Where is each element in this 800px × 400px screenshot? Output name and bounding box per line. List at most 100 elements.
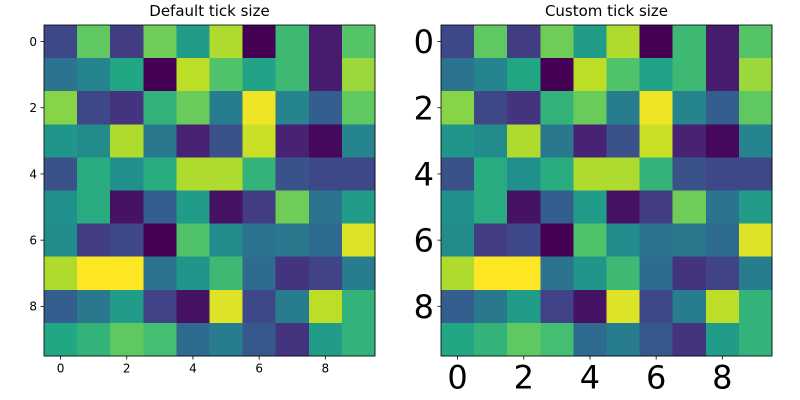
heatmap-cell (110, 157, 144, 192)
heatmap-cell (341, 289, 376, 324)
heatmap-cell (143, 190, 177, 225)
heatmap-cell (242, 289, 277, 324)
heatmap-cell (639, 256, 674, 291)
x-tick-label: 2 (123, 362, 131, 376)
heatmap-cell (540, 157, 574, 192)
axes-frame (440, 24, 773, 357)
chart-title: Custom tick size (545, 2, 668, 20)
heatmap-cell (606, 322, 641, 357)
heatmap-cell (606, 157, 641, 192)
heatmap-cell (540, 256, 574, 291)
heatmap-cell (606, 190, 641, 225)
heatmap-cell (341, 322, 376, 357)
heatmap-cell (441, 58, 475, 92)
heatmap-cell (209, 322, 244, 357)
heatmap-cell (705, 322, 740, 357)
heatmap-cell (275, 223, 310, 258)
x-tick-label: 6 (646, 359, 666, 397)
heatmap-cell (308, 157, 343, 192)
heatmap-cell (441, 190, 475, 225)
heatmap-cell (573, 157, 608, 192)
heatmap-cell (441, 289, 475, 324)
heatmap-cell (540, 223, 574, 258)
y-tick-label: 8 (29, 300, 37, 314)
heatmap-cell (507, 289, 541, 324)
heatmap-cell (573, 190, 608, 225)
heatmap-cell (242, 256, 277, 291)
heatmap-cell (705, 91, 740, 125)
heatmap-cell (143, 25, 177, 59)
heatmap-cell (176, 322, 211, 357)
y-tick-label: 4 (414, 155, 434, 193)
heatmap-cell (242, 58, 277, 92)
heatmap-cell (474, 58, 508, 92)
heatmap-cell (176, 124, 211, 158)
heatmap-cell (738, 91, 773, 125)
heatmap-cell (209, 289, 244, 324)
heatmap-cell (176, 58, 211, 92)
heatmap-cell (44, 58, 78, 92)
heatmap-cell (606, 58, 641, 92)
heatmap-cell (308, 124, 343, 158)
heatmap-cell (341, 157, 376, 192)
heatmap-cell (639, 91, 674, 125)
heatmap-cell (275, 256, 310, 291)
y-tick-label: 6 (414, 222, 434, 260)
heatmap-cell (705, 223, 740, 258)
heatmap-cell (308, 91, 343, 125)
heatmap-cell (573, 289, 608, 324)
heatmap-cell (573, 223, 608, 258)
heatmap-cell (738, 289, 773, 324)
heatmap-cell (341, 223, 376, 258)
heatmap-cell (705, 190, 740, 225)
heatmap-cell (143, 91, 177, 125)
heatmap-cell (540, 190, 574, 225)
heatmap-cell (738, 124, 773, 158)
heatmap-cell (738, 322, 773, 357)
heatmap-cell (540, 91, 574, 125)
x-tick-label: 2 (514, 359, 534, 397)
heatmap-cell (606, 256, 641, 291)
heatmap-cell (242, 124, 277, 158)
heatmap-cell (44, 25, 78, 59)
heatmap-cell (209, 223, 244, 258)
heatmap-cell (275, 322, 310, 357)
heatmap-cell (738, 256, 773, 291)
heatmap-cell (242, 91, 277, 125)
heatmap-cell (275, 58, 310, 92)
heatmap-cell (639, 190, 674, 225)
heatmap-cell (176, 25, 211, 59)
heatmap-cell (341, 124, 376, 158)
heatmap-cells (441, 25, 773, 357)
heatmap-cell (143, 256, 177, 291)
heatmap-cell (606, 124, 641, 158)
heatmap-cell (308, 58, 343, 92)
heatmap-cell (77, 58, 111, 92)
heatmap-cell (474, 190, 508, 225)
heatmap-cell (275, 91, 310, 125)
heatmap-cell (672, 58, 707, 92)
heatmap-cell (672, 256, 707, 291)
heatmap-cell (110, 190, 144, 225)
heatmap-cell (242, 322, 277, 357)
heatmap-cell (474, 91, 508, 125)
y-tick-label: 2 (29, 101, 37, 115)
heatmap-cell (441, 157, 475, 192)
heatmap-cell (44, 256, 78, 291)
heatmap-cell (639, 322, 674, 357)
x-tick-label: 0 (57, 362, 65, 376)
heatmap-cell (110, 25, 144, 59)
heatmap-cell (507, 190, 541, 225)
x-tick-label: 4 (189, 362, 197, 376)
heatmap-cells (44, 25, 376, 357)
heatmap-cell (143, 58, 177, 92)
heatmap-cell (44, 322, 78, 357)
heatmap-cell (77, 223, 111, 258)
heatmap-cell (507, 157, 541, 192)
heatmap-cell (308, 190, 343, 225)
heatmap-cell (44, 124, 78, 158)
heatmap-cell (110, 91, 144, 125)
heatmap-cell (540, 25, 574, 59)
heatmap-cell (110, 256, 144, 291)
